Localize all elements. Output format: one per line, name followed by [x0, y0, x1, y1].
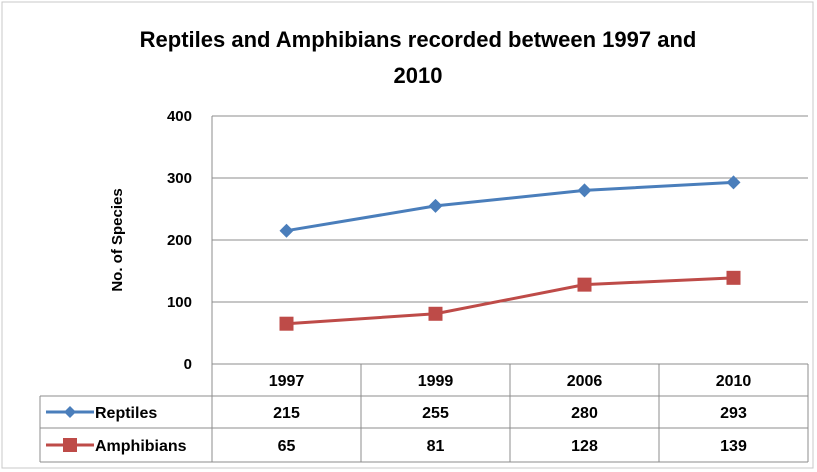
table-value-cell: 215 [273, 405, 300, 422]
y-axis-label: No. of Species [109, 188, 126, 291]
x-category-label: 2010 [716, 373, 752, 390]
y-tick-label: 300 [167, 170, 192, 187]
series-lines [279, 175, 741, 331]
table-value-cell: 128 [571, 438, 598, 455]
data-table: 1997 1999 2006 2010 Reptiles 215 255 280 293 Amph… [39, 363, 809, 463]
y-axis-ticks: 0 100 200 300 400 [167, 108, 192, 373]
legend-label-amphibians: Amphibians [95, 438, 187, 455]
y-tick-label: 400 [167, 108, 192, 125]
series-line-amphibians [286, 276, 734, 326]
x-category-label: 1997 [269, 373, 305, 390]
table-value-cell: 280 [571, 405, 598, 422]
data-point-amphibians [577, 277, 592, 292]
legend-marker-diamond [64, 406, 76, 418]
chart-title-line-1: Reptiles and Amphibians recorded between… [140, 27, 697, 52]
series-line-reptiles [286, 180, 734, 233]
table-value-cell: 293 [720, 405, 747, 422]
legend-marker-square [63, 438, 77, 452]
table-value-cell: 81 [427, 438, 445, 455]
x-category-label: 2006 [567, 373, 603, 390]
gridlines [211, 115, 808, 364]
table-value-cell: 139 [720, 438, 747, 455]
data-point-amphibians [279, 316, 294, 331]
x-category-label: 1999 [418, 373, 454, 390]
data-point-amphibians [428, 306, 443, 321]
table-value-cell: 65 [278, 438, 296, 455]
chart-title-line-2: 2010 [394, 63, 443, 88]
data-point-reptiles [726, 175, 741, 190]
data-point-reptiles [428, 198, 443, 213]
y-tick-label: 0 [184, 356, 192, 373]
legend-label-reptiles: Reptiles [95, 405, 157, 422]
y-tick-label: 200 [167, 232, 192, 249]
data-point-amphibians [726, 270, 741, 285]
table-value-cell: 255 [422, 405, 449, 422]
y-tick-label: 100 [167, 294, 192, 311]
data-point-reptiles [279, 223, 294, 238]
data-point-reptiles [577, 183, 592, 198]
